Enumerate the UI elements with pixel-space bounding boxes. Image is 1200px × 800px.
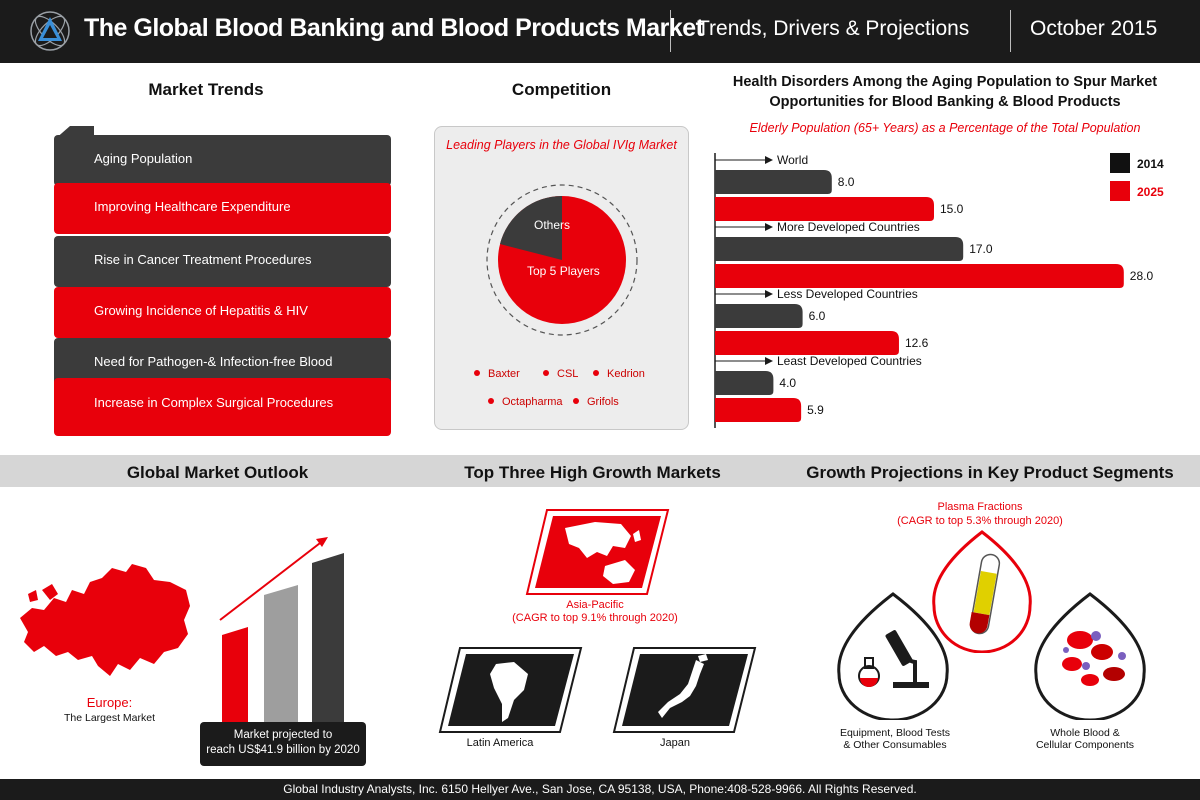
bar-value-label: 12.6 [905,336,929,350]
player-name: Baxter [488,368,520,380]
legend-swatch [1110,153,1130,173]
bar-value-label: 4.0 [779,376,796,390]
health-chart-subtitle: Elderly Population (65+ Years) as a Perc… [749,121,1141,135]
market-trends-heading: Market Trends [148,80,264,99]
category-arrowhead [765,357,773,365]
competition-subtitle: Leading Players in the Global IVIg Marke… [446,138,677,152]
segments-heading: Growth Projections in Key Product Segmen… [806,463,1174,482]
equipment-label: Equipment, Blood Tests & Other Consumable… [820,727,970,751]
player-name: Grifols [587,396,619,408]
category-arrowhead [765,290,773,298]
japan-label: Japan [660,737,690,749]
whole-blood-label-line: Whole Blood & [1050,727,1120,739]
latin-america-label: Latin America [466,737,534,749]
company-logo [28,9,72,53]
asia-pacific-label: Asia-Pacific [566,599,624,611]
section-band [0,455,1200,487]
projection-callout: Market projected to reach US$41.9 billio… [200,722,366,766]
asia-pacific-badge [525,509,670,595]
trend-item: Growing Incidence of Hepatitis & HIV [54,287,391,338]
category-arrowhead [765,156,773,164]
header-date: October 2015 [1030,17,1158,40]
competition-pie: Others Top 5 Players [486,184,638,336]
plasma-label: Plasma Fractions [937,501,1023,513]
bar-value-label: 6.0 [809,309,826,323]
pie-label-top5: Top 5 Players [527,264,600,278]
category-label: Less Developed Countries [777,287,918,301]
outlook-region-note: The Largest Market [63,712,156,724]
player-name: Octapharma [502,396,563,408]
bar-value-label: 5.9 [807,403,824,417]
whole-blood-label-line: Cellular Components [1035,739,1135,751]
chart-bar [715,331,899,355]
pie-label-others: Others [534,218,570,232]
growth-bars-icon [219,537,344,735]
health-chart-title: Health Disorders Among the Aging Populat… [700,72,1190,112]
player-legend-item: Kedrion [593,368,645,380]
header-bar [0,0,1200,63]
chart-bar [715,197,934,221]
header-divider [670,10,671,52]
health-title-line: Health Disorders Among the Aging Populat… [732,74,1158,90]
trend-item: Rise in Cancer Treatment Procedures [54,236,391,287]
bar-value-label: 17.0 [969,242,993,256]
player-legend-item: Octapharma [488,396,563,408]
europe-map-icon [20,564,190,676]
chart-bar [715,304,803,328]
category-label: World [777,153,808,167]
equipment-label-line: Equipment, Blood Tests [839,727,951,739]
pie-slice-others [500,195,562,260]
plasma-cagr: (CAGR to top 5.3% through 2020) [897,515,1063,527]
projection-line: reach US$41.9 billion by 2020 [206,744,360,756]
bar-value-label: 15.0 [940,202,964,216]
player-name: Kedrion [607,368,645,380]
trend-item: Increase in Complex Surgical Procedures [54,378,391,436]
header-subtitle: Trends, Drivers & Projections [697,17,970,40]
player-legend-item: Baxter [474,368,520,380]
chart-bar [715,237,964,261]
chart-bar [715,398,802,422]
player-legend-item: CSL [543,368,578,380]
category-label: More Developed Countries [777,220,920,234]
header-divider [1010,10,1011,52]
competition-heading: Competition [511,80,612,99]
blood-cell-icon [1067,631,1093,649]
equipment-label-line: & Other Consumables [843,739,947,751]
bar-value-label: 28.0 [1130,269,1154,283]
footer: Global Industry Analysts, Inc. 6150 Hell… [0,779,1200,800]
chart-bar [715,170,832,194]
elderly-population-chart: World 8.0 15.0 More Developed Countries 17.0… [714,153,1164,428]
outlook-heading: Global Market Outlook [126,463,309,482]
player-legend-item: Grifols [573,396,619,408]
growth-markets-heading: Top Three High Growth Markets [464,463,721,482]
legend-swatch [1110,181,1130,201]
health-title-line: Opportunities for Blood Banking & Blood … [769,94,1121,110]
latin-america-badge [438,647,583,733]
page-title: The Global Blood Banking and Blood Produ… [84,14,704,42]
player-name: CSL [557,368,579,380]
plasma-fractions-drop [932,530,1032,653]
japan-badge [612,647,757,733]
chart-bar [715,371,774,395]
bar-value-label: 8.0 [838,175,855,189]
trend-item: Aging Population [54,135,391,186]
whole-blood-label: Whole Blood & Cellular Components [1020,727,1150,751]
asia-pacific-cagr: (CAGR to top 9.1% through 2020) [512,612,678,624]
category-label: Least Developed Countries [777,354,922,368]
legend-label: 2014 [1137,157,1164,171]
chart-bar [715,264,1124,288]
outlook-region: Europe: [86,695,133,710]
category-arrowhead [765,223,773,231]
whole-blood-drop [1034,592,1146,720]
legend-label: 2025 [1137,185,1164,199]
trend-item: Improving Healthcare Expenditure [54,183,391,234]
projection-line: Market projected to [233,729,333,741]
equipment-drop [837,592,949,720]
